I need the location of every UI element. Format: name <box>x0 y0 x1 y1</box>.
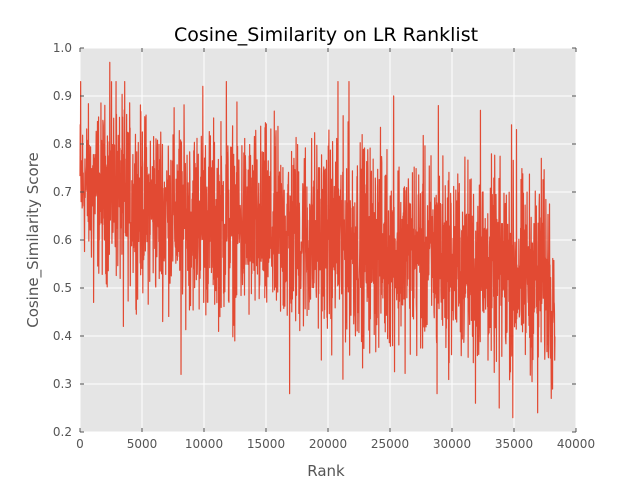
x-tick-label: 35000 <box>495 437 533 451</box>
y-tick-label: 0.6 <box>53 233 72 247</box>
chart-title: Cosine_Similarity on LR Ranklist <box>174 24 478 46</box>
x-tick-label: 30000 <box>433 437 471 451</box>
y-tick-label: 0.9 <box>53 89 72 103</box>
x-axis-label: Rank <box>307 462 345 480</box>
x-tick-label: 5000 <box>127 437 158 451</box>
y-tick-label: 0.2 <box>53 425 72 439</box>
y-tick-label: 0.8 <box>53 137 72 151</box>
x-tick-label: 0 <box>76 437 84 451</box>
y-tick-label: 1.0 <box>53 41 72 55</box>
x-tick-label: 40000 <box>557 437 595 451</box>
series-line <box>79 61 556 419</box>
y-axis-label: Cosine_Similarity Score <box>24 152 43 328</box>
x-tick-label: 10000 <box>185 437 223 451</box>
y-tick-label: 0.7 <box>53 185 72 199</box>
x-tick-label: 25000 <box>371 437 409 451</box>
series-group <box>79 61 556 419</box>
y-tick-label: 0.5 <box>53 281 72 295</box>
x-tick-label: 15000 <box>247 437 285 451</box>
y-tick-label: 0.3 <box>53 377 72 391</box>
y-tick-label: 0.4 <box>53 329 72 343</box>
x-tick-label: 20000 <box>309 437 347 451</box>
ticks: 0 5000 10000 15000 20000 25000 30000 35000 40000… <box>53 41 595 451</box>
